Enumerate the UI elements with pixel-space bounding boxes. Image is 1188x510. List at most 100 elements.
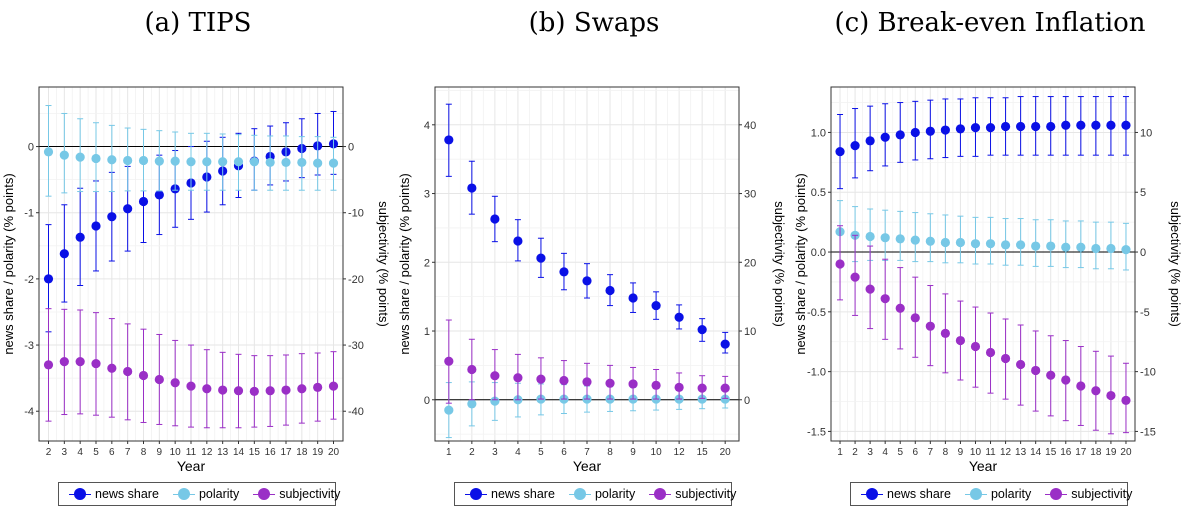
data-point: [249, 386, 259, 396]
data-point: [170, 378, 180, 388]
legend-marker: [649, 488, 672, 500]
data-point: [467, 364, 477, 375]
y-tick-label: 0: [28, 142, 34, 154]
data-point: [43, 147, 54, 157]
x-tick-label: 5: [93, 447, 99, 458]
x-tick-label: 7: [584, 447, 590, 458]
data-point: [720, 383, 730, 393]
x-tick-label: 14: [1030, 447, 1042, 458]
data-point: [107, 363, 117, 373]
data-point: [1046, 241, 1056, 251]
data-point: [1016, 240, 1026, 250]
data-point: [265, 386, 275, 396]
y-tick-label: 1.0: [811, 127, 826, 139]
data-point: [1076, 120, 1086, 130]
data-point: [467, 183, 477, 193]
data-point: [138, 196, 149, 207]
y-right-tick-label: 10: [744, 326, 756, 338]
x-tick-label: 11: [985, 447, 996, 458]
data-point: [513, 236, 523, 246]
panel-break-even-inflation: (c) Break-even Inflation -1.5 -1.0 -0.5 0.0…: [792, 0, 1188, 510]
data-point: [1076, 381, 1086, 391]
x-tick-label: 15: [1045, 447, 1057, 458]
data-point: [985, 123, 996, 133]
legend-item-polarity: polarity: [964, 487, 1031, 501]
x-tick-label: 9: [958, 447, 964, 458]
x-tick-label: 11: [186, 447, 197, 458]
x-tick-label: 9: [157, 447, 163, 458]
data-point: [444, 135, 454, 145]
data-point: [697, 383, 707, 393]
data-point: [925, 321, 935, 331]
y-right-tick-label: 0: [1140, 247, 1146, 259]
data-point: [674, 382, 684, 392]
y-right-tick-label: 40: [744, 120, 756, 132]
x-tick-label: 17: [280, 447, 292, 458]
x-tick-label: 20: [328, 447, 340, 458]
data-point: [91, 358, 101, 369]
data-point: [835, 146, 845, 157]
data-point: [895, 234, 905, 244]
legend: news share polarity subjectivity: [58, 482, 340, 506]
data-point: [1046, 121, 1056, 132]
legend-item-news-share: news share: [861, 487, 951, 501]
data-point: [925, 236, 935, 246]
data-point: [265, 157, 275, 168]
data-point: [490, 214, 500, 224]
y-tick-label: 2: [424, 257, 430, 269]
x-tick-label: 6: [912, 447, 918, 458]
x-tick-label: 8: [141, 447, 147, 458]
data-point: [865, 136, 875, 146]
y-tick-label: -1: [24, 208, 34, 220]
y-tick-label: -3: [24, 340, 34, 352]
x-tick-label: 19: [312, 447, 324, 458]
data-point: [910, 235, 920, 245]
data-point: [43, 360, 54, 370]
x-tick-label: 10: [651, 447, 663, 458]
x-tick-label: 1: [446, 447, 452, 458]
x-tick-label: 8: [607, 447, 613, 458]
data-point: [233, 157, 244, 167]
data-point: [154, 156, 164, 166]
data-point: [970, 341, 981, 352]
x-tick-label: 6: [109, 447, 115, 458]
data-point: [249, 157, 259, 167]
data-point: [985, 347, 996, 358]
data-point: [970, 239, 981, 249]
y-tick-label: 1: [424, 326, 430, 338]
y-tick-label: 0.5: [811, 187, 826, 199]
data-point: [1121, 245, 1131, 255]
data-point: [628, 293, 638, 303]
y-right-tick-label: -20: [348, 274, 364, 286]
y-tick-label: 4: [424, 120, 430, 132]
x-tick-label: 5: [897, 447, 903, 458]
x-tick-label: 6: [561, 447, 567, 458]
x-tick-label: 15: [697, 447, 709, 458]
data-point: [605, 378, 615, 388]
x-tick-label: 7: [125, 447, 131, 458]
x-tick-label: 19: [1105, 447, 1117, 458]
data-point: [925, 126, 935, 136]
data-point: [75, 152, 85, 162]
y-right-tick-label: 30: [744, 189, 756, 201]
legend-marker: [253, 488, 276, 500]
data-point: [297, 384, 307, 394]
legend-label: news share: [887, 487, 951, 501]
y-tick-label: 3: [424, 189, 430, 201]
y-right-tick-label: -5: [1140, 307, 1150, 319]
data-point: [328, 381, 339, 391]
y-right-axis-label: subjectivity (% points): [376, 201, 391, 327]
data-point: [490, 371, 500, 381]
data-point: [218, 157, 228, 167]
data-point: [605, 285, 615, 296]
data-point: [123, 204, 133, 214]
x-tick-label: 4: [882, 447, 888, 458]
y-tick-label: 0: [424, 395, 430, 407]
x-tick-label: 2: [852, 447, 858, 458]
data-point: [850, 141, 860, 151]
y-right-axis-label: subjectivity (% points): [1168, 201, 1183, 327]
data-point: [674, 312, 684, 322]
data-point: [865, 231, 875, 242]
